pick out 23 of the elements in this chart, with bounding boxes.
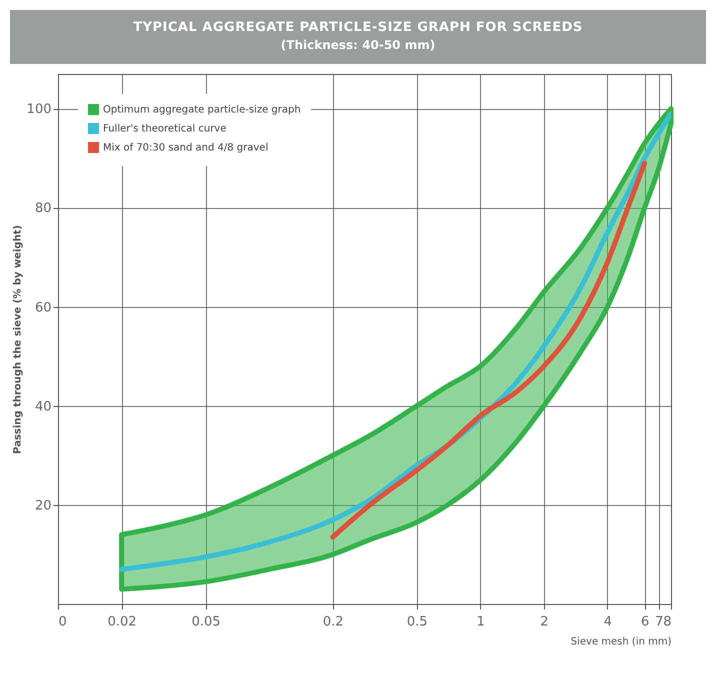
legend-label: Mix of 70:30 sand and 4/8 gravel <box>103 142 268 154</box>
y-tick-label: 60 <box>34 300 52 316</box>
x-tick-label: 0.2 <box>322 614 344 630</box>
y-tick-label: 20 <box>34 498 52 514</box>
x-axis-title: Sieve mesh (in mm) <box>570 636 672 648</box>
x-tick-label: 0 <box>58 614 67 630</box>
x-tick-label: 8 <box>663 614 672 630</box>
chart-title: TYPICAL AGGREGATE PARTICLE-SIZE GRAPH FOR SCREEDS <box>132 20 584 35</box>
x-tick-label: 4 <box>604 614 612 630</box>
x-tick-label: 0.5 <box>406 614 428 630</box>
y-tick-label: 80 <box>34 201 52 216</box>
y-tick-label: 100 <box>26 102 52 118</box>
x-tick-label: 7 <box>655 614 664 630</box>
x-tick-label: 6 <box>640 614 650 630</box>
x-tick-label: 0.05 <box>192 614 221 630</box>
y-axis-title: Passing through the sieve (% by weight) <box>12 225 24 454</box>
x-tick-label: 2 <box>540 614 549 630</box>
chart-subtitle: (Thickness: 40-50 mm) <box>280 38 436 52</box>
x-tick-label: 1 <box>476 614 485 630</box>
x-tick-label: 0.02 <box>108 614 137 630</box>
legend-label: Optimum aggregate particle-size graph <box>103 104 301 116</box>
y-tick-label: 40 <box>34 399 52 414</box>
legend-label: Fuller's theoretical curve <box>103 124 226 134</box>
